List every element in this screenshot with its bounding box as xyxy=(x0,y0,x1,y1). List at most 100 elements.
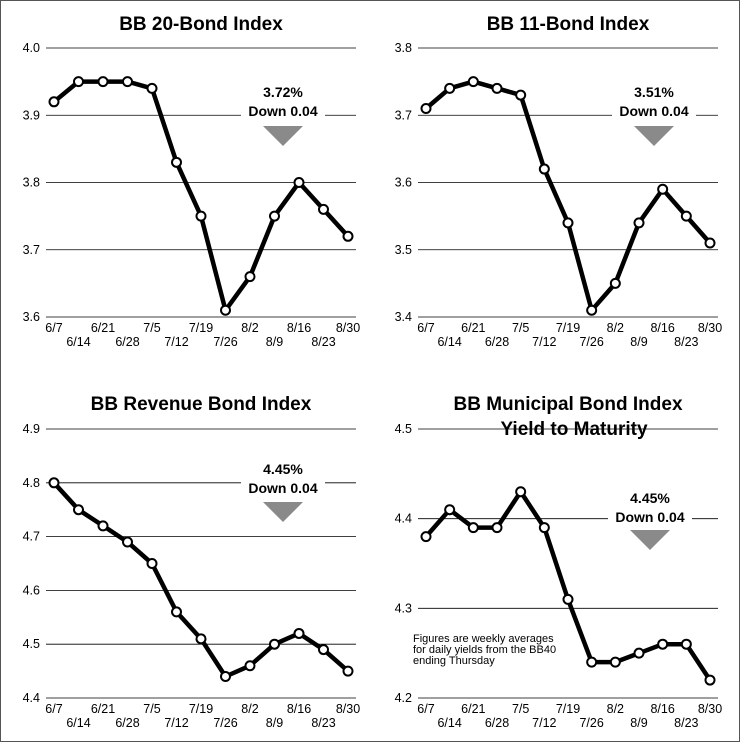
y-tick-label: 4.9 xyxy=(23,422,40,436)
callout-value: 3.72% xyxy=(263,84,303,100)
x-tick-label: 6/14 xyxy=(437,716,461,730)
x-tick-label: 8/16 xyxy=(650,702,674,716)
chart-panel-4: BB Municipal Bond Index Yield to Maturity… xyxy=(395,394,723,730)
y-tick-label: 3.7 xyxy=(395,108,412,122)
data-point xyxy=(220,304,231,316)
x-tick-label: 7/5 xyxy=(143,321,160,335)
data-point xyxy=(444,82,456,94)
x-tick-label: 8/16 xyxy=(650,321,674,335)
x-tick-label: 7/12 xyxy=(532,335,556,349)
chart-title: BB 20-Bond Index xyxy=(119,14,283,35)
data-point xyxy=(293,627,305,639)
x-tick-label: 6/14 xyxy=(437,335,461,349)
x-tick-label: 7/12 xyxy=(164,716,188,730)
data-point xyxy=(48,477,60,489)
callout-change: Down 0.04 xyxy=(615,509,684,525)
data-point xyxy=(609,656,621,668)
data-point xyxy=(491,82,503,94)
x-tick-label: 8/23 xyxy=(311,335,335,349)
data-point xyxy=(244,271,256,283)
x-tick-label: 6/7 xyxy=(45,702,62,716)
data-point xyxy=(97,520,109,532)
x-tick-label: 7/5 xyxy=(143,702,160,716)
data-point xyxy=(122,536,133,548)
data-point xyxy=(657,183,669,195)
x-tick-label: 7/19 xyxy=(189,321,213,335)
y-tick-label: 4.6 xyxy=(23,583,40,597)
data-point xyxy=(146,558,158,569)
chart-panel-3: BB Revenue Bond Index 4.4 4.5 4.6 4.7 4.8 4.9 6… xyxy=(23,394,361,730)
data-point xyxy=(220,670,231,682)
data-point xyxy=(491,522,503,534)
data-point xyxy=(633,217,645,229)
x-tick-label: 8/23 xyxy=(674,716,698,730)
x-tick-label: 7/12 xyxy=(164,335,188,349)
x-tick-label: 8/23 xyxy=(311,716,335,730)
x-tick-label: 6/28 xyxy=(485,335,509,349)
data-point xyxy=(467,76,479,88)
chart-panel-1: BB 20-Bond Index3.63.73.83.94.06/76/146/… xyxy=(23,14,361,349)
series-line xyxy=(52,481,350,679)
x-tick-label: 8/16 xyxy=(287,702,311,716)
y-tick-label: 4.5 xyxy=(23,637,40,651)
data-point xyxy=(342,665,354,677)
footnote-line: Figures are weekly averages xyxy=(413,633,554,645)
x-tick-label: 6/7 xyxy=(417,321,434,335)
chart-title: BB Municipal Bond Index xyxy=(453,394,682,415)
y-tick-label: 4.3 xyxy=(395,601,412,615)
callout-background xyxy=(241,83,325,121)
callout-value: 3.51% xyxy=(634,84,674,100)
y-tick-label: 4.5 xyxy=(395,422,412,436)
x-tick-label: 8/30 xyxy=(336,702,360,716)
y-tick-label: 4.2 xyxy=(395,691,412,705)
data-point xyxy=(704,674,716,686)
x-tick-label: 6/21 xyxy=(461,702,485,716)
data-point xyxy=(515,486,527,498)
footnote-line: ending Thursday xyxy=(413,655,495,667)
chart-subtitle: Yield to Maturity xyxy=(500,419,648,440)
y-tick-label: 3.8 xyxy=(395,41,412,55)
data-point xyxy=(586,656,598,668)
x-tick-label: 7/5 xyxy=(512,702,529,716)
x-tick-label: 8/9 xyxy=(266,716,283,730)
x-tick-label: 7/26 xyxy=(213,335,237,349)
data-point xyxy=(538,163,550,175)
x-tick-label: 7/19 xyxy=(556,321,580,335)
data-point xyxy=(680,210,692,222)
data-point xyxy=(467,522,479,534)
callout-change: Down 0.04 xyxy=(619,103,688,119)
x-tick-label: 8/2 xyxy=(241,702,258,716)
callout-value: 4.45% xyxy=(263,461,303,477)
chart-panel-2: BB 11-Bond Index3.43.53.63.73.86/76/146/… xyxy=(395,14,723,349)
data-point xyxy=(48,96,60,108)
y-tick-label: 3.8 xyxy=(23,176,40,190)
x-tick-label: 6/14 xyxy=(66,716,90,730)
x-tick-label: 6/28 xyxy=(115,335,139,349)
data-point xyxy=(318,203,329,215)
x-tick-label: 8/23 xyxy=(674,335,698,349)
data-point xyxy=(171,156,182,168)
data-point xyxy=(342,230,354,242)
data-point xyxy=(269,638,280,650)
data-point xyxy=(609,277,621,289)
y-tick-label: 4.0 xyxy=(23,41,40,55)
x-tick-label: 6/21 xyxy=(91,321,115,335)
data-point xyxy=(562,217,574,229)
footnote-line: for daily yields from the BB40 xyxy=(413,644,556,656)
y-tick-label: 4.4 xyxy=(23,691,40,705)
down-arrow-icon xyxy=(630,530,670,550)
y-tick-label: 4.8 xyxy=(23,476,40,490)
data-point xyxy=(420,531,432,543)
data-point xyxy=(244,660,256,672)
x-tick-label: 7/5 xyxy=(512,321,529,335)
data-point xyxy=(444,504,456,516)
y-tick-label: 3.6 xyxy=(395,176,412,190)
chart-title: BB 11-Bond Index xyxy=(487,14,650,35)
data-point xyxy=(657,638,669,650)
x-tick-label: 7/26 xyxy=(213,716,237,730)
callout-change: Down 0.04 xyxy=(248,480,317,496)
x-tick-label: 8/9 xyxy=(630,335,647,349)
data-point xyxy=(420,103,432,115)
data-point xyxy=(586,304,598,316)
x-tick-label: 8/2 xyxy=(607,321,624,335)
